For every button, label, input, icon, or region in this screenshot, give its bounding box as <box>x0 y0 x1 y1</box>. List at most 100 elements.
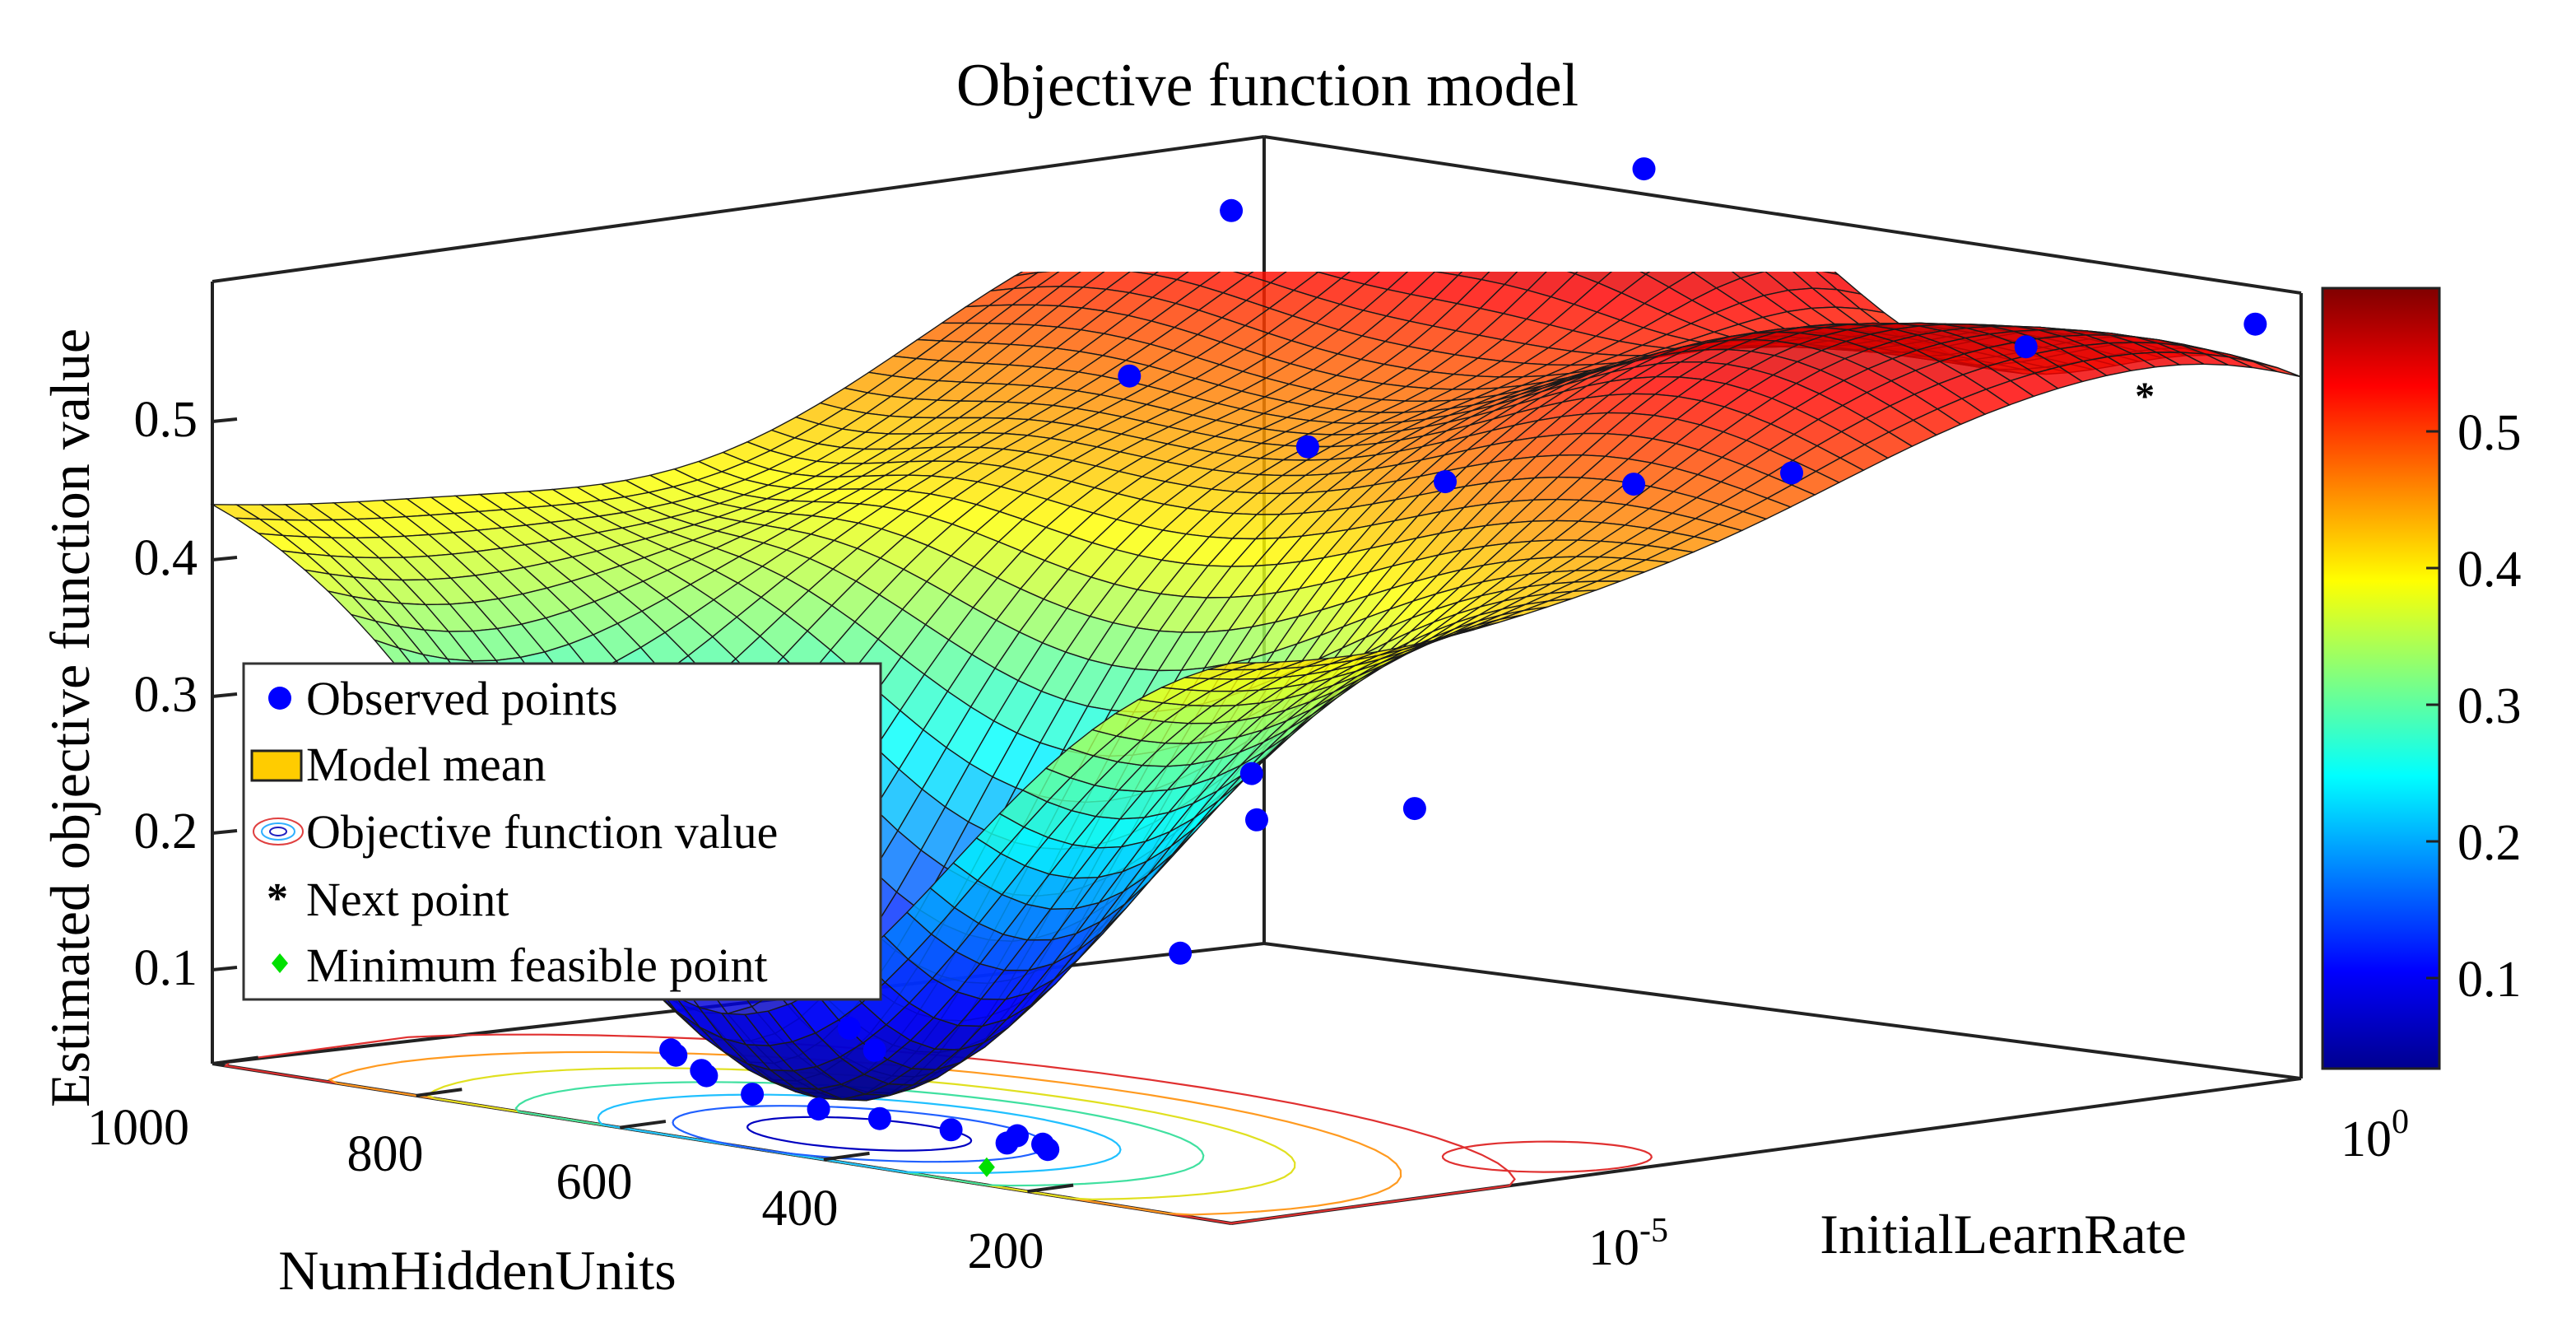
observed-point <box>1295 435 1319 459</box>
z-tick-marks <box>212 417 238 971</box>
surface-face <box>1346 201 1393 207</box>
surface-face <box>1413 225 1461 246</box>
surface-face <box>1302 201 1350 207</box>
z-tick-label: 0.1 <box>134 940 198 996</box>
colorbar-tick-label: 0.1 <box>2457 952 2522 1008</box>
x-tick-label: 1000 <box>87 1100 189 1156</box>
chart-title: Objective function model <box>956 52 1579 119</box>
surface-face <box>1350 204 1397 212</box>
surface-face <box>1135 213 1183 225</box>
surface-face <box>1327 205 1374 213</box>
colorbar-tick-marks <box>2426 430 2439 980</box>
observed-point <box>2244 312 2267 336</box>
surface-face <box>1134 217 1182 230</box>
contour-line <box>1441 1140 1653 1173</box>
minimum-feasible-marker <box>978 1157 995 1177</box>
observed-point <box>837 1016 861 1040</box>
z-tick-labels: 0.1 0.2 0.3 0.4 0.5 <box>134 392 198 996</box>
next-point-marker: * <box>2135 375 2155 418</box>
x-tick-mark <box>619 1120 667 1130</box>
surface-face <box>1111 220 1159 234</box>
surface-face <box>1488 192 1536 200</box>
surface-face <box>1464 192 1512 197</box>
surface-face <box>1395 200 1443 203</box>
observed-point <box>807 1097 830 1121</box>
observed-point <box>1239 762 1263 785</box>
surface-face <box>1444 207 1491 217</box>
surface-face <box>1347 200 1395 201</box>
observed-point <box>664 1043 688 1067</box>
surface-face <box>1280 209 1328 219</box>
x-tick-mark <box>823 1151 870 1162</box>
surface-face <box>1513 195 1560 207</box>
surface-face <box>1530 210 1578 236</box>
surface-face <box>1555 193 1602 214</box>
z-tick-label: 0.2 <box>134 804 198 860</box>
surface-face <box>1467 203 1514 214</box>
surface-face <box>1062 240 1110 258</box>
surface-face <box>1137 215 1184 226</box>
legend-observed-marker <box>268 687 291 710</box>
surface-face <box>1765 272 1767 273</box>
surface-face <box>1374 210 1421 219</box>
surface-face <box>1039 245 1087 262</box>
observed-point <box>995 1131 1019 1155</box>
surface-face <box>1365 240 1413 263</box>
surface-face <box>1743 229 1791 249</box>
surface-face <box>1420 208 1467 217</box>
observed-point <box>741 1083 765 1106</box>
surface-face <box>1439 197 1486 210</box>
surface-face <box>1319 233 1367 254</box>
x-tick-labels: 1000 800 600 400 200 <box>87 1100 1044 1279</box>
surface-face <box>1281 219 1329 230</box>
x-tick-label: 400 <box>762 1181 839 1237</box>
z-axis-label: Estimated objective function value <box>39 328 101 1107</box>
surface-face <box>1370 200 1418 203</box>
surface-face <box>1441 196 1489 199</box>
x-tick-marks <box>212 1055 1074 1194</box>
surface-face <box>1178 242 1225 263</box>
y-tick-labels: 10-5 100 <box>1588 1103 2409 1276</box>
surface-face <box>1300 200 1347 204</box>
surface-face <box>1506 231 1554 260</box>
surface-face <box>1296 229 1344 249</box>
legend-label: Model mean <box>306 738 546 791</box>
surface-face <box>1418 198 1466 202</box>
surface-face <box>1626 179 1674 193</box>
contour-line <box>746 1116 973 1152</box>
surface-face <box>1768 230 1816 254</box>
surface-face <box>1461 207 1509 226</box>
surface-face <box>1129 272 1160 276</box>
y-axis-label: InitialLearnRate <box>1820 1203 2187 1265</box>
surface-face <box>1276 200 1324 203</box>
surface-face <box>1304 215 1352 226</box>
surface-face <box>1821 272 1839 275</box>
surface-face <box>1487 187 1535 193</box>
surface-face <box>1647 228 1695 258</box>
surface-face <box>1274 210 1322 224</box>
legend-item-next: * Next point <box>267 873 509 926</box>
legend-label: Observed points <box>306 672 618 725</box>
surface-face <box>1695 212 1743 234</box>
observed-point <box>1245 808 1268 832</box>
surface-face <box>1416 199 1463 210</box>
surface-face <box>1234 218 1281 229</box>
surface-face <box>1462 194 1509 209</box>
x-tick-mark <box>416 1088 463 1097</box>
z-tick-label: 0.4 <box>134 530 198 586</box>
surface-face <box>1323 200 1370 206</box>
surface-face <box>1207 662 1256 671</box>
observed-point <box>1402 797 1426 821</box>
surface-face <box>1248 237 1296 259</box>
surface-face <box>1484 207 1532 228</box>
surface-face <box>1490 200 1537 212</box>
surface-face <box>1485 192 1532 207</box>
surface-face <box>1132 238 1179 254</box>
surface-face <box>1509 182 1557 194</box>
surface-face <box>1156 225 1204 239</box>
surface-face <box>1273 224 1321 243</box>
surface-face <box>1276 203 1323 211</box>
surface-face <box>1390 224 1438 244</box>
surface-face <box>1675 181 1723 196</box>
surface-face <box>1160 214 1208 222</box>
